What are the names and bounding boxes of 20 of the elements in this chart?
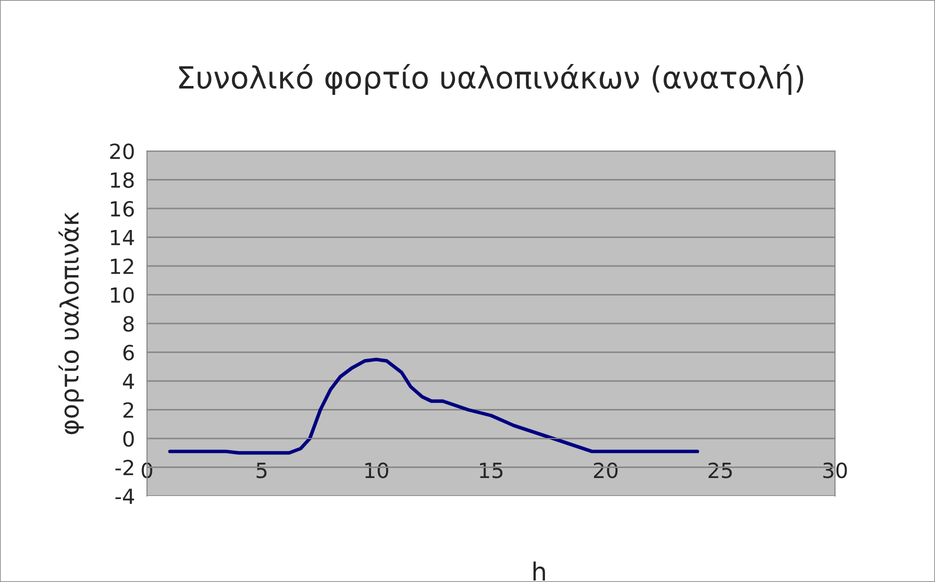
x-axis-title: h	[534, 562, 545, 581]
y-tick-label: 2	[123, 402, 134, 418]
y-tick-label: 10	[110, 287, 134, 303]
y-tick-label: 16	[110, 200, 134, 217]
y-tick-label: 6	[123, 344, 134, 360]
y-axis-title: φορτίο υαλοπινάκ	[58, 212, 84, 434]
line-series	[168, 358, 700, 455]
y-tick-label: 0	[123, 430, 134, 447]
y-tick-label: 14	[110, 230, 134, 246]
y-tick-label: 18	[110, 172, 134, 188]
y-tick-label: 4	[122, 374, 134, 389]
x-tick-label: 5	[256, 462, 266, 478]
y-tick-label: 12	[110, 258, 134, 274]
y-tick-label: -4	[115, 488, 134, 504]
x-tick-label: 25	[708, 462, 732, 478]
chart-title: Συνολικό φορτίο υαλοπινάκων (ανατολή)	[179, 64, 804, 95]
y-tick-label: 8	[123, 316, 134, 332]
y-tick-label: 20	[110, 143, 134, 160]
x-tick-label: 30	[823, 462, 847, 478]
y-tick-label: -2	[115, 460, 134, 476]
